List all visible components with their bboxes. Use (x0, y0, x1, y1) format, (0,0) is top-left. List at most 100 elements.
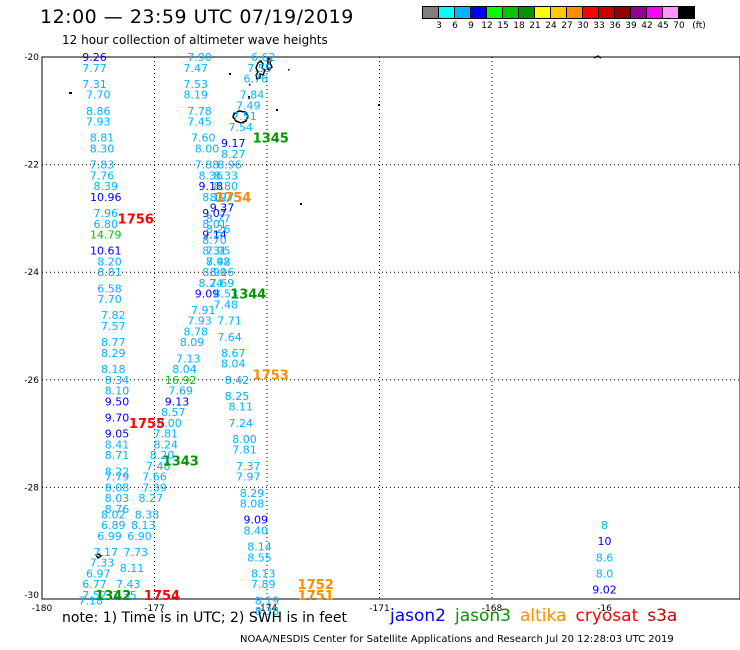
wave-height-value: 8.42 (225, 374, 250, 387)
wave-height-value: 8.00 (195, 142, 220, 155)
wave-height-value: 7.24 (229, 417, 254, 430)
wave-height-value: 8.09 (180, 336, 205, 349)
wave-height-value: 7.71 (217, 315, 242, 328)
wave-height-value: 8.24 (154, 438, 179, 451)
map-subtitle: 12 hour collection of altimeter wave hei… (62, 33, 328, 47)
satellite-legend: jason2 jason3 altika cryosat s3a (390, 606, 686, 626)
wave-height-value: 8 (601, 519, 608, 532)
wave-height-value: 9.09 (244, 514, 269, 527)
pass-time-label: 1752 (298, 578, 334, 593)
wave-height-value: 8.24 (199, 277, 224, 290)
wave-height-value: 9.05 (105, 428, 130, 441)
wave-height-value: 8.29 (240, 487, 265, 500)
color-scale-label: 12 (481, 21, 493, 31)
wave-height-value: 9.26 (82, 51, 107, 64)
wave-height-value: 8.02 (101, 508, 126, 521)
pass-time-label: 1344 (230, 288, 266, 303)
island-dot (229, 73, 231, 75)
wave-height-value: 8.71 (105, 449, 130, 462)
wave-height-value: 9.50 (105, 395, 130, 408)
wave-height-value: 7.77 (82, 62, 107, 75)
pass-time-label: 1345 (253, 132, 289, 147)
wave-height-value: 8.38 (255, 605, 280, 618)
color-scale-label: 39 (625, 21, 637, 31)
wave-height-value: 14.79 (90, 229, 122, 242)
wave-height-value: 8.03 (105, 492, 130, 505)
wave-height-value: 8.25 (225, 390, 250, 403)
wave-height-value: 8.04 (172, 363, 197, 376)
wave-height-value: 8.10 (105, 385, 130, 398)
wave-height-value: 8.31 (202, 245, 227, 258)
color-scale-label: 45 (657, 21, 669, 31)
legend-item-jason3: jason3 (455, 606, 511, 626)
island-outline (94, 553, 103, 559)
wave-height-value: 8.27 (221, 148, 246, 161)
wave-height-value: 8.04 (221, 358, 246, 371)
pass-time-label: 1753 (253, 368, 289, 383)
wave-height-value: 8.67 (221, 347, 246, 360)
longitude-label: -16 (597, 604, 612, 614)
wave-height-value: 7.48 (146, 460, 171, 473)
color-scale-label: 33 (593, 21, 605, 31)
wave-height-value: 8.33 (214, 169, 239, 182)
wave-height-value: 16.92 (165, 374, 197, 387)
wave-height-value: 6.99 (97, 530, 122, 543)
map-frame (41, 56, 740, 600)
wave-height-value: 9.18 (199, 180, 224, 193)
wave-height-value: 8.11 (229, 401, 254, 414)
color-scale-label: 30 (577, 21, 589, 31)
pass-time-label: 1754 (215, 191, 251, 206)
wave-height-value: 8.38 (135, 508, 160, 521)
wave-height-value: 8.96 (217, 159, 242, 172)
wave-height-value: 10 (598, 535, 612, 548)
wave-height-value: 8.86 (86, 105, 111, 118)
wave-height-value: 7.82 (101, 309, 126, 322)
latitude-label: -22 (24, 161, 39, 171)
wave-height-value: 8.55 (247, 551, 272, 564)
wave-height-value: 8.18 (101, 363, 126, 376)
wave-height-value: 8.77 (101, 336, 126, 349)
wave-height-value: 7.64 (217, 331, 242, 344)
wave-height-value: 8.41 (105, 438, 130, 451)
wave-height-value: 7.70 (97, 293, 122, 306)
wave-height-labels: 9.267.777.317.708.867.938.818.307.837.76… (79, 51, 617, 618)
wave-height-value: 7.37 (236, 460, 261, 473)
map-title: 12:00 — 23:59 UTC 07/19/2019 (40, 6, 354, 28)
color-scale-label: 21 (529, 21, 541, 31)
island-outline (255, 60, 266, 80)
latitude-label: -20 (24, 53, 39, 63)
latitude-label: -26 (24, 376, 39, 386)
wave-height-value: 8.19 (255, 594, 280, 607)
wave-height-value: 7.60 (191, 132, 216, 145)
wave-height-value: 6.76 (244, 73, 269, 86)
wave-height-value: 8.76 (105, 503, 130, 516)
wave-height-value: 7.17 (94, 546, 119, 559)
wave-height-value: 8.27 (210, 191, 235, 204)
wave-height-value: 7.52 (82, 589, 107, 602)
wave-height-value: 10.61 (90, 245, 122, 258)
color-scale-label: 15 (497, 21, 509, 31)
island-outline (232, 110, 249, 124)
wave-height-value: 7.76 (90, 169, 115, 182)
wave-height-value: 7.88 (195, 159, 220, 172)
wave-height-value: 7.81 (232, 444, 257, 457)
wave-height-value: 6.58 (97, 282, 122, 295)
wave-height-value: 7.84 (240, 89, 265, 102)
color-scale-labels: 3 6 9 12 15 18 21 24 27 30 33 36 39 42 45 70 (ft) (422, 21, 740, 33)
legend-item-cryosat: cryosat (575, 606, 639, 626)
color-scale-label: 18 (513, 21, 525, 31)
pass-time-label: 1343 (163, 455, 199, 470)
wave-height-value: 9.37 (210, 202, 235, 215)
wave-height-value: 8.30 (90, 142, 115, 155)
legend-item-s3a: s3a (647, 606, 678, 626)
longitude-label: -171 (369, 604, 389, 614)
color-scale-label: 24 (545, 21, 557, 31)
wave-height-value: 7.79 (105, 471, 130, 484)
wave-height-value: 8.40 (244, 524, 269, 537)
wave-height-value: 7.48 (214, 298, 239, 311)
wave-height-value: 8.16 (210, 266, 235, 279)
axis-tick-labels: -180 -177 -174 -171 -168 -16 -20 -22 -24 -26 -28 -3… (24, 53, 612, 614)
wave-height-value: 7.93 (187, 315, 212, 328)
wave-height-value: 8.78 (184, 325, 209, 338)
wave-height-value: 7.55 (247, 62, 272, 75)
